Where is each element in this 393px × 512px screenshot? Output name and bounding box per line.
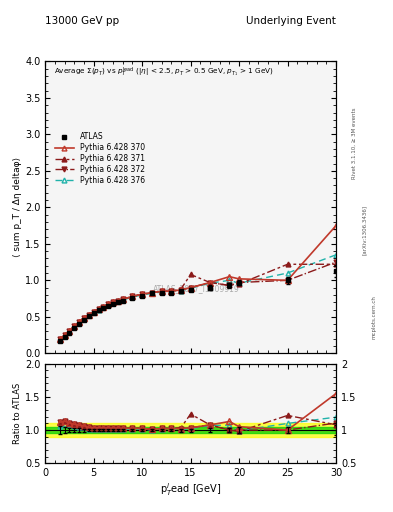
Text: Rivet 3.1.10, ≥ 3M events: Rivet 3.1.10, ≥ 3M events	[352, 108, 357, 179]
Text: mcplots.cern.ch: mcplots.cern.ch	[371, 295, 376, 339]
Text: 13000 GeV pp: 13000 GeV pp	[45, 16, 119, 27]
Y-axis label: Ratio to ATLAS: Ratio to ATLAS	[13, 383, 22, 444]
Text: Average $\Sigma(p_T)$ vs $p_T^{\rm lead}$ ($|\eta|$ < 2.5, $p_T$ > 0.5 GeV, $p_{: Average $\Sigma(p_T)$ vs $p_T^{\rm lead}…	[54, 66, 274, 79]
Legend: ATLAS, Pythia 6.428 370, Pythia 6.428 371, Pythia 6.428 372, Pythia 6.428 376: ATLAS, Pythia 6.428 370, Pythia 6.428 37…	[55, 133, 145, 185]
Text: ATLAS_2017_I1509919: ATLAS_2017_I1509919	[153, 285, 240, 293]
Bar	[45, 423, 336, 437]
X-axis label: p$_T^l$ead [GeV]: p$_T^l$ead [GeV]	[160, 481, 221, 498]
Bar	[45, 427, 336, 433]
Text: [arXiv:1306.3436]: [arXiv:1306.3436]	[362, 205, 367, 255]
Y-axis label: ⟨ sum p_T / Δη deltaφ⟩: ⟨ sum p_T / Δη deltaφ⟩	[13, 157, 22, 258]
Text: Underlying Event: Underlying Event	[246, 16, 336, 27]
